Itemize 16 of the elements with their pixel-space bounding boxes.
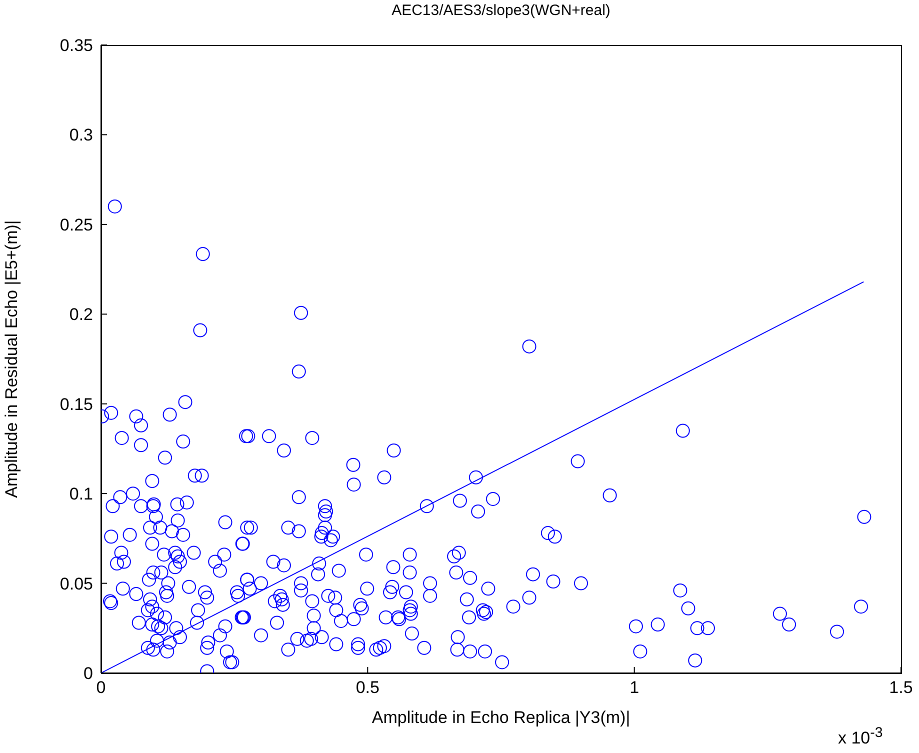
x-axis-title: Amplitude in Echo Replica |Y3(m)| [372, 708, 630, 727]
y-tick-label: 0.15 [60, 394, 93, 414]
y-tick-label: 0.3 [69, 126, 93, 145]
x-tick-label: 1.5 [889, 678, 913, 698]
text: x 10$^{-3}$ [838, 725, 883, 749]
x-tick-label: 0.5 [356, 678, 380, 698]
chart-title: AEC13/AES3/slope3(WGN+real) [390, 2, 612, 19]
y-tick-label: 0.35 [60, 36, 93, 56]
y-tick-label: 0.25 [60, 215, 93, 234]
y-tick-label: 0.2 [69, 305, 93, 324]
y-tick-label: 0 [84, 664, 93, 684]
x-tick-label: 1 [630, 678, 640, 698]
y-tick-label: 0.1 [69, 484, 93, 504]
y-tick-label: 0.05 [60, 574, 93, 594]
x-tick-label: 0 [96, 678, 106, 698]
y-axis-title: Amplitude in Residual Echo |E5+(m)| [2, 220, 22, 498]
